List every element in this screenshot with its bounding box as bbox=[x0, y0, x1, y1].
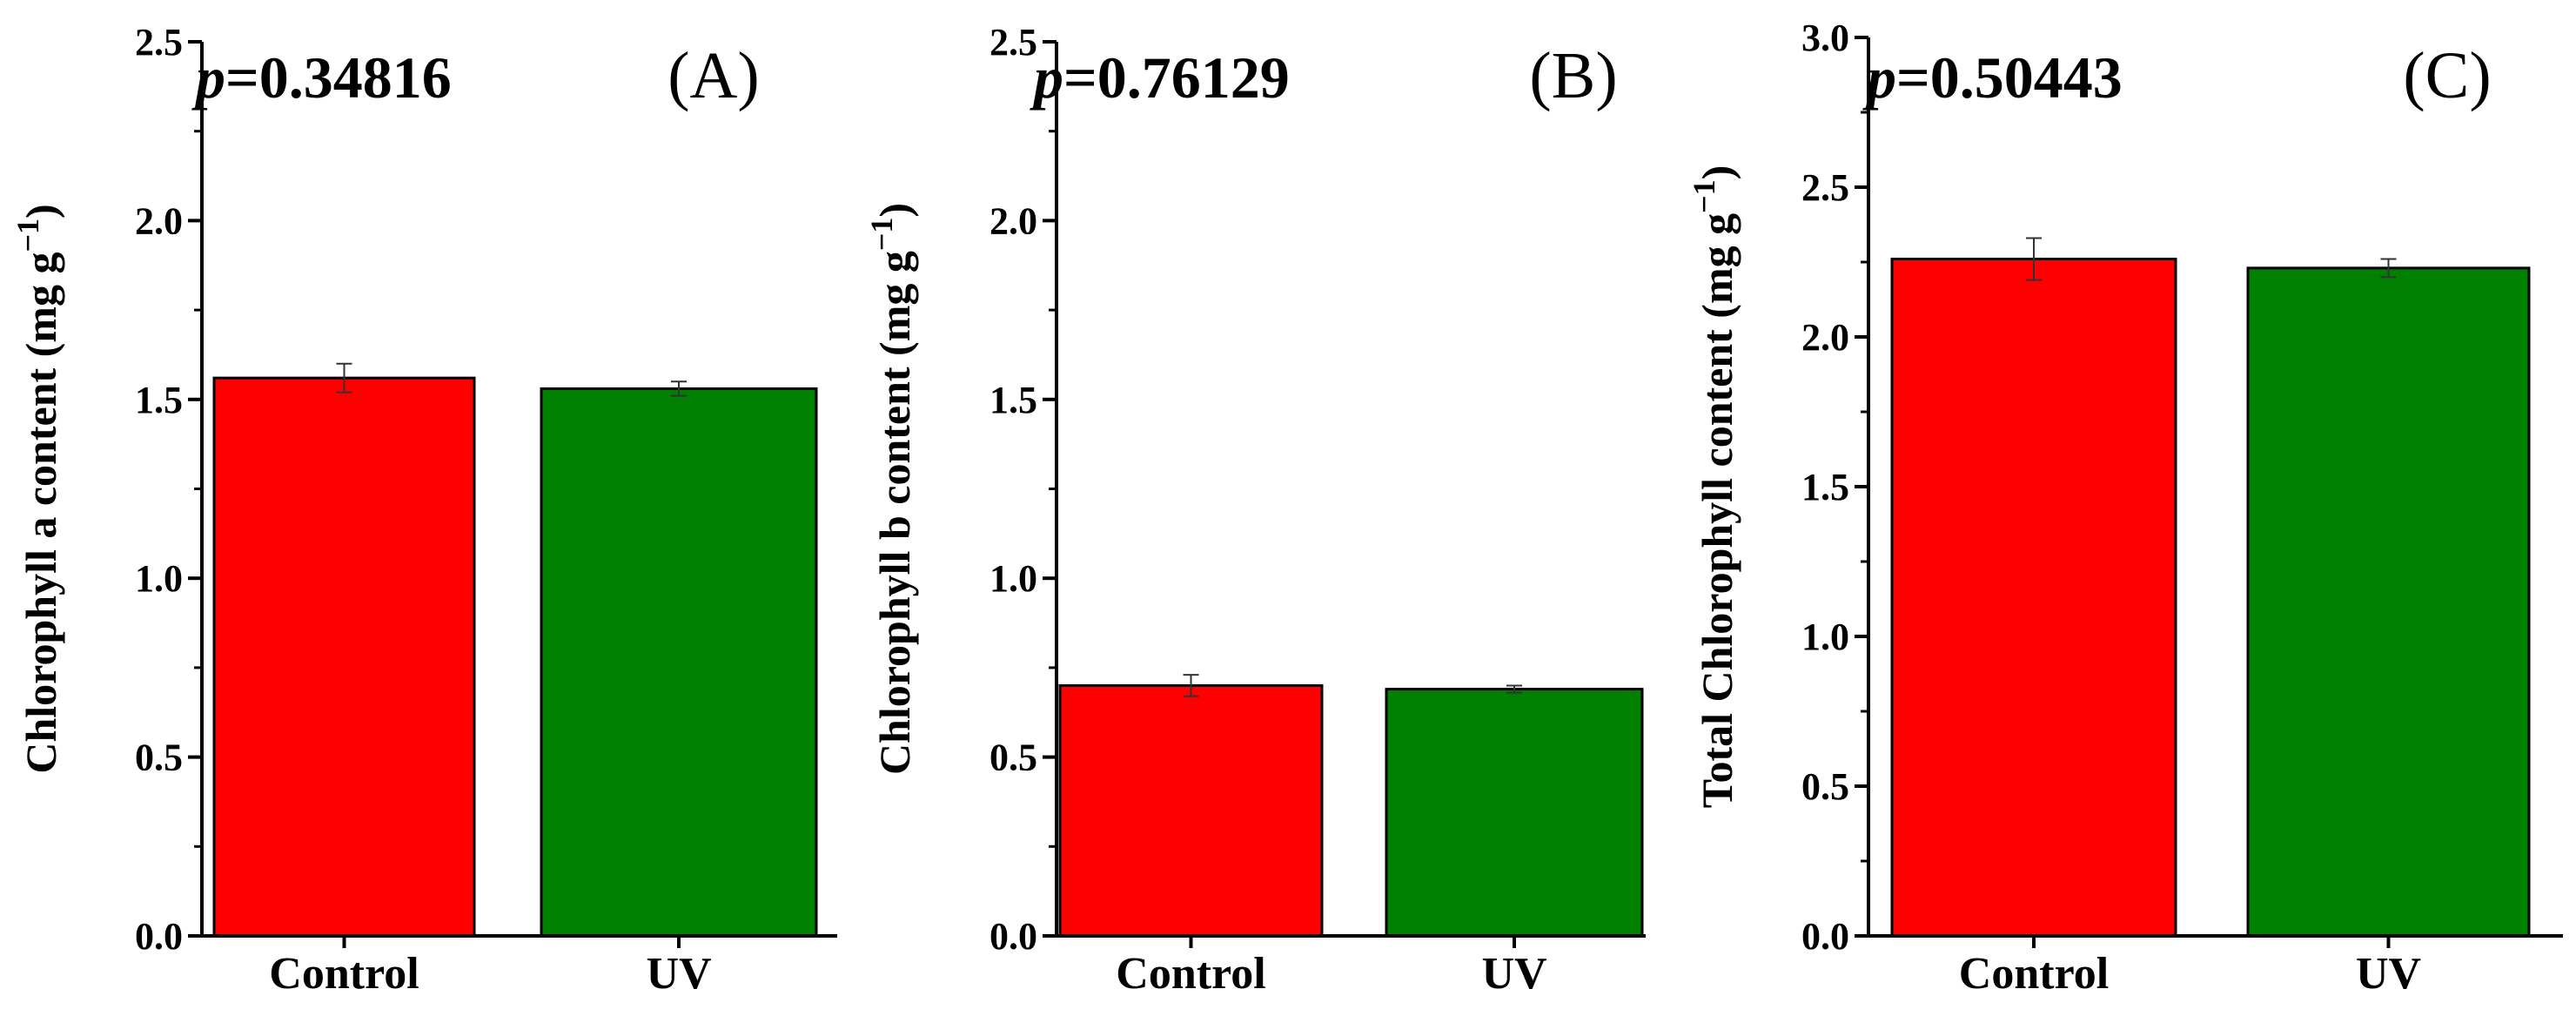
bar-control bbox=[1890, 258, 2177, 938]
bar-uv bbox=[2246, 266, 2531, 938]
y-tick-label: 1.0 bbox=[989, 557, 1037, 600]
p-symbol: p bbox=[1030, 44, 1063, 111]
y-tick-label: 0.5 bbox=[135, 737, 183, 779]
y-axis-label: Chlorophyll b content (mg g−1) bbox=[864, 203, 919, 775]
p-value: =0.76129 bbox=[1063, 44, 1290, 111]
y-axis-label: Total Chlorophyll content (mg g−1) bbox=[1687, 165, 1741, 809]
x-tick-label-control: Control bbox=[1116, 949, 1265, 999]
y-tick-label: 1.0 bbox=[135, 557, 183, 600]
y-axis-label-end: ) bbox=[1693, 165, 1741, 180]
y-axis-label-main: Total Chlorophyll content (mg g bbox=[1693, 213, 1741, 808]
y-axis-label-sup: −1 bbox=[864, 218, 899, 252]
y-axis-label-end: ) bbox=[870, 203, 919, 218]
y-tick-label: 0.0 bbox=[1801, 915, 1849, 958]
y-tick-label: 2.5 bbox=[135, 21, 183, 64]
y-tick-label: 2.5 bbox=[989, 21, 1037, 64]
p-value-annotation: p=0.76129 bbox=[1030, 44, 1290, 111]
y-tick-label: 3.0 bbox=[1801, 17, 1849, 59]
y-tick-label: 2.5 bbox=[1801, 166, 1849, 209]
y-tick-label: 0.0 bbox=[135, 915, 183, 958]
y-axis-label: Chlorophyll a content (mg g−1) bbox=[10, 204, 65, 773]
chart-panel-1: 0.0 0.5 1.0 1.5 2.0 2.5 Control UV Chlorophyll a… bbox=[10, 21, 837, 999]
bar-uv bbox=[1385, 688, 1644, 938]
y-tick-label: 2.0 bbox=[1801, 316, 1849, 359]
y-tick-label: 0.5 bbox=[989, 737, 1037, 779]
panel-letter: (B) bbox=[1529, 39, 1617, 112]
p-symbol: p bbox=[1862, 44, 1896, 111]
bar-control bbox=[212, 376, 476, 938]
y-tick-label: 0.5 bbox=[1801, 765, 1849, 808]
y-axis-label-end: ) bbox=[17, 204, 65, 219]
x-tick-label-uv: UV bbox=[646, 949, 711, 999]
chart-panel-3: 0.0 0.5 1.0 1.5 2.0 2.5 3.0 Control UV Total Chlo… bbox=[1687, 17, 2563, 999]
panel-letter: (A) bbox=[667, 39, 760, 112]
y-axis-label-sup: −1 bbox=[1687, 179, 1721, 213]
x-tick-label-control: Control bbox=[1959, 949, 2109, 999]
bar-uv bbox=[540, 387, 818, 938]
y-tick-label: 1.0 bbox=[1801, 616, 1849, 658]
y-tick-label: 1.5 bbox=[1801, 466, 1849, 508]
p-value: =0.34816 bbox=[225, 44, 452, 111]
y-axis-label-main: Chlorophyll b content (mg g bbox=[870, 251, 919, 775]
x-tick-label-control: Control bbox=[269, 949, 419, 999]
p-value-annotation: p=0.50443 bbox=[1862, 44, 2123, 111]
p-value-annotation: p=0.34816 bbox=[191, 44, 452, 111]
panel-letter: (C) bbox=[2403, 39, 2491, 112]
x-tick-label-uv: UV bbox=[2356, 949, 2421, 999]
y-axis-label-sup: −1 bbox=[10, 219, 45, 252]
x-tick-label-uv: UV bbox=[1481, 949, 1546, 999]
y-tick-label: 2.0 bbox=[135, 199, 183, 242]
y-tick-label: 1.5 bbox=[989, 379, 1037, 421]
bar-control bbox=[1058, 683, 1324, 938]
y-tick-label: 2.0 bbox=[989, 199, 1037, 242]
p-value: =0.50443 bbox=[1896, 44, 2123, 111]
y-tick-label: 0.0 bbox=[989, 915, 1037, 958]
chart-panel-2: 0.0 0.5 1.0 1.5 2.0 2.5 Control UV Chlorophyll b… bbox=[864, 21, 1646, 999]
y-axis-label-main: Chlorophyll a content (mg g bbox=[17, 252, 65, 774]
y-tick-label: 1.5 bbox=[135, 379, 183, 421]
p-symbol: p bbox=[191, 44, 225, 111]
